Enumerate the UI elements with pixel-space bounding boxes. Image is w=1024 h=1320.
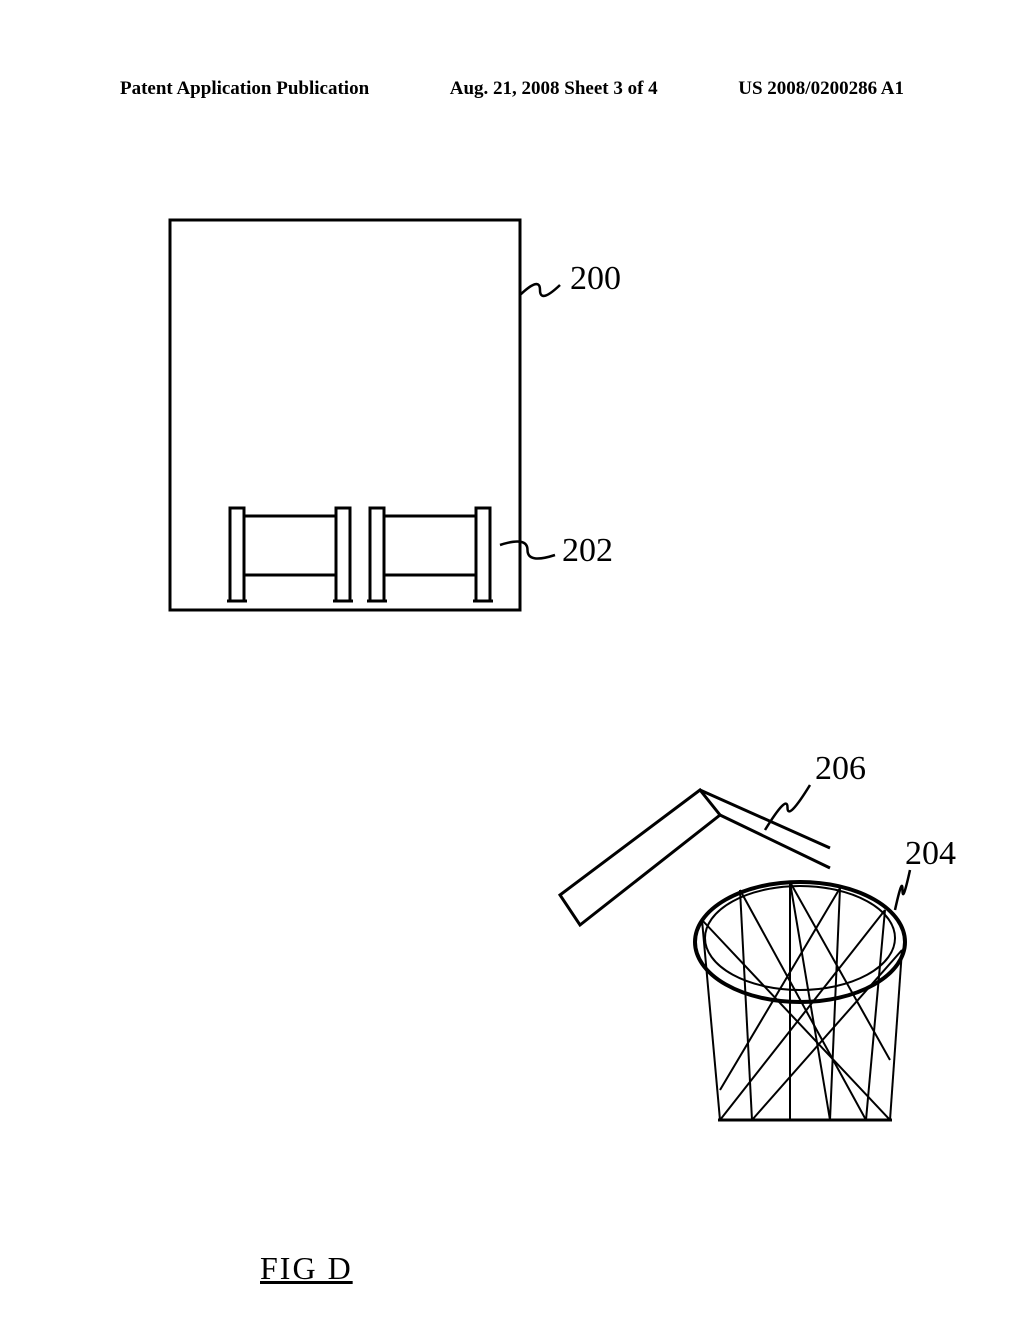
ref-206: 206 bbox=[815, 750, 866, 788]
figure-label: FIG D bbox=[260, 1250, 353, 1287]
figure-area: 200 202 206 204 FIG D bbox=[0, 190, 1024, 1190]
ref-200: 200 bbox=[570, 260, 621, 298]
patent-page: Patent Application Publication Aug. 21, … bbox=[0, 0, 1024, 1320]
figure-drawing bbox=[0, 190, 1024, 1290]
header-left: Patent Application Publication bbox=[120, 78, 369, 100]
header-right: US 2008/0200286 A1 bbox=[738, 78, 904, 100]
ref-204: 204 bbox=[905, 835, 956, 873]
header-center: Aug. 21, 2008 Sheet 3 of 4 bbox=[450, 78, 658, 100]
ref-202: 202 bbox=[562, 532, 613, 570]
page-header: Patent Application Publication Aug. 21, … bbox=[0, 78, 1024, 100]
